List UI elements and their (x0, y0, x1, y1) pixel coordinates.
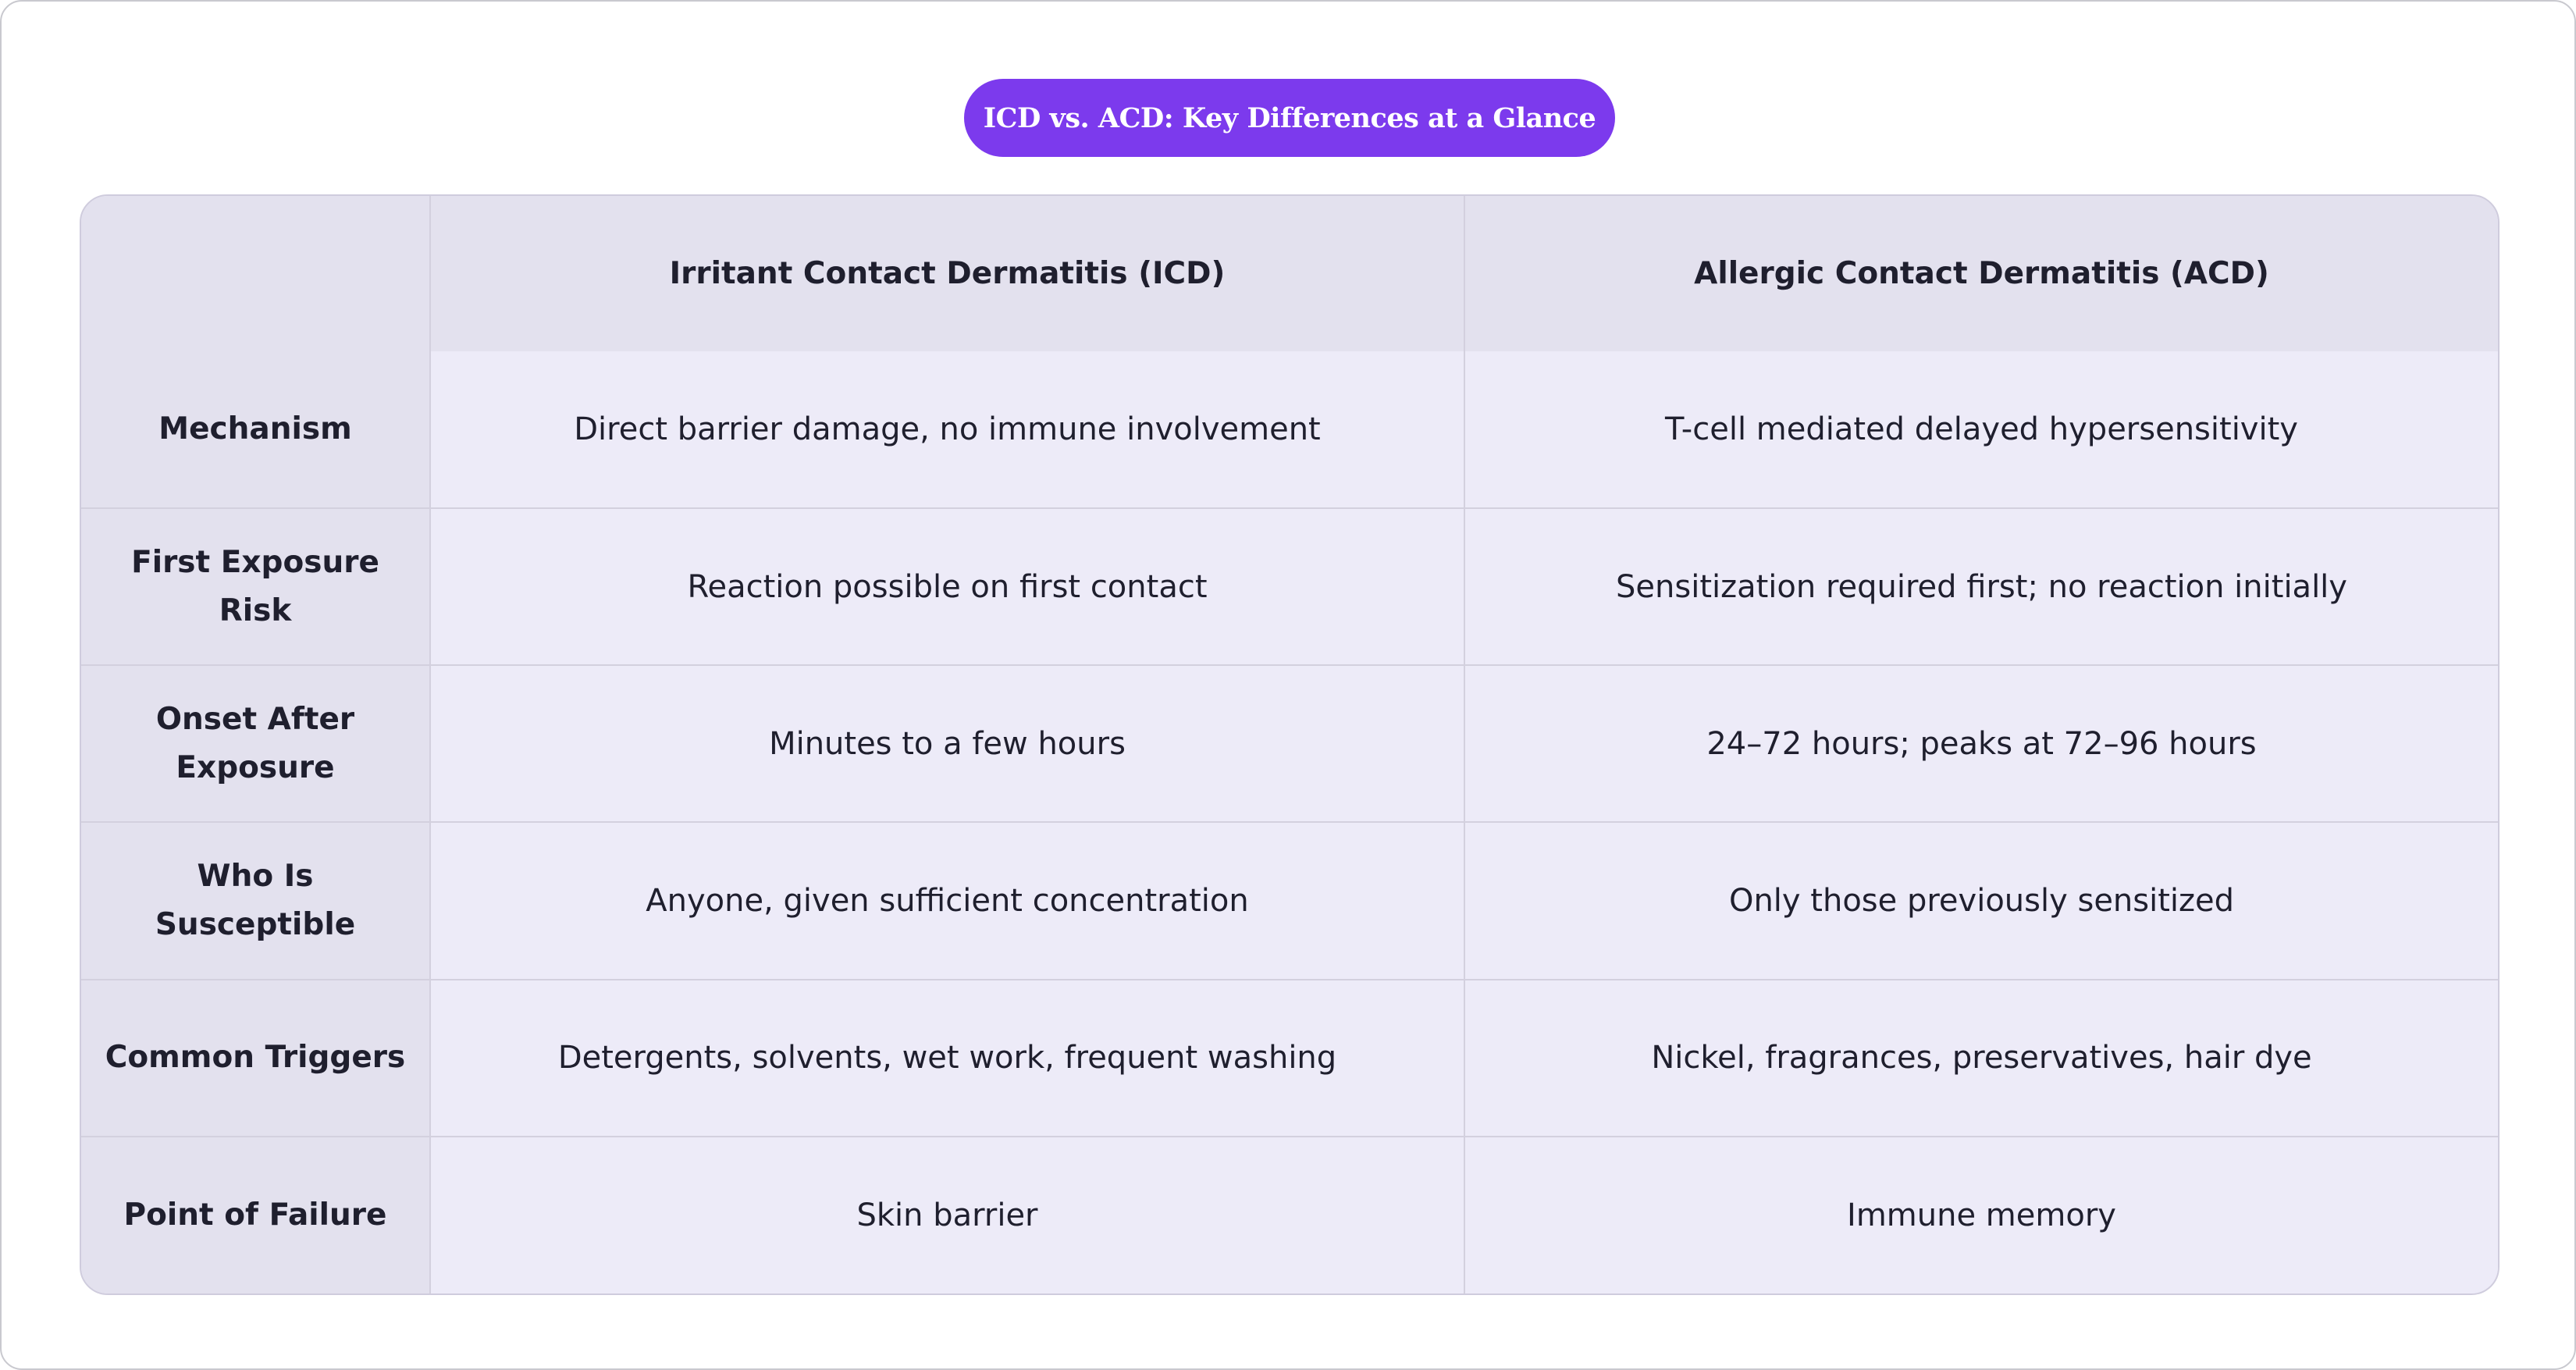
cell-icd: Anyone, given sufficient concentration (429, 821, 1465, 980)
cell-icd: Direct barrier damage, no immune involve… (429, 351, 1465, 510)
row-label: Onset After Exposure (81, 664, 431, 824)
cell-acd: Only those previously sensitized (1464, 821, 2498, 980)
table-row: First Exposure Risk Reaction possible on… (81, 507, 2498, 667)
row-label: Point of Failure (81, 1135, 431, 1293)
header-corner-cell (81, 196, 431, 351)
table-header-row: Irritant Contact Dermatitis (ICD) Allerg… (81, 196, 2498, 351)
row-label: Mechanism (81, 351, 431, 510)
table-row: Common Triggers Detergents, solvents, we… (81, 978, 2498, 1137)
row-label: Common Triggers (81, 978, 431, 1137)
cell-icd: Minutes to a few hours (429, 664, 1465, 824)
cell-acd: Immune memory (1464, 1135, 2498, 1293)
cell-acd: Nickel, fragrances, preservatives, hair … (1464, 978, 2498, 1137)
page-title: ICD vs. ACD: Key Differences at a Glance (964, 79, 1615, 157)
cell-acd: T-cell mediated delayed hypersensitivity (1464, 351, 2498, 510)
table-row: Onset After Exposure Minutes to a few ho… (81, 664, 2498, 824)
cell-acd: Sensitization required first; no reactio… (1464, 507, 2498, 667)
comparison-table: Irritant Contact Dermatitis (ICD) Allerg… (80, 194, 2500, 1295)
header-acd: Allergic Contact Dermatitis (ACD) (1464, 196, 2498, 351)
cell-acd: 24–72 hours; peaks at 72–96 hours (1464, 664, 2498, 824)
cell-icd: Reaction possible on first contact (429, 507, 1465, 667)
cell-icd: Skin barrier (429, 1135, 1465, 1293)
cell-icd: Detergents, solvents, wet work, frequent… (429, 978, 1465, 1137)
header-icd: Irritant Contact Dermatitis (ICD) (429, 196, 1465, 351)
table-row: Point of Failure Skin barrier Immune mem… (81, 1135, 2498, 1293)
row-label: First Exposure Risk (81, 507, 431, 667)
row-label: Who Is Susceptible (81, 821, 431, 980)
table-row: Who Is Susceptible Anyone, given suffici… (81, 821, 2498, 980)
table-row: Mechanism Direct barrier damage, no immu… (81, 351, 2498, 510)
